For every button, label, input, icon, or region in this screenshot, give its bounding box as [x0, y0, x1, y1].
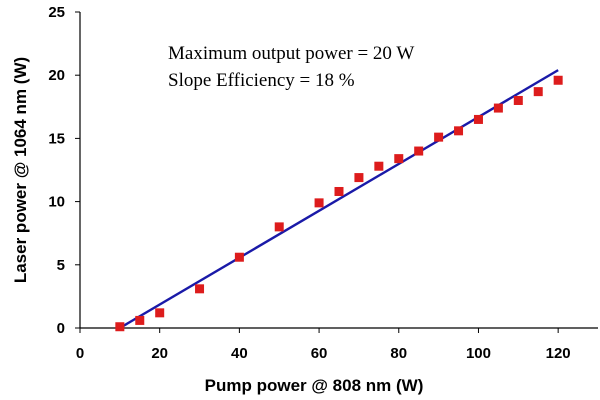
data-marks [115, 69, 563, 332]
y-tick-label: 15 [48, 130, 65, 147]
data-point [533, 87, 543, 97]
data-point [334, 186, 344, 196]
data-point [135, 315, 145, 325]
x-tick-label: 120 [546, 345, 571, 362]
y-tick-label: 10 [48, 194, 65, 211]
x-tick-label: 20 [151, 345, 168, 362]
data-point [394, 154, 404, 164]
x-tick-label: 100 [466, 345, 491, 362]
data-point [374, 161, 384, 171]
x-tick-label: 0 [76, 345, 84, 362]
y-tick-label: 0 [57, 320, 65, 337]
axes [79, 12, 598, 329]
fit-line [119, 69, 559, 330]
annotation-slope-efficiency: Slope Efficiency = 18 % [168, 70, 355, 91]
data-point [234, 252, 244, 262]
ticks: 0 20 40 60 80 100 120 0 5 10 15 20 25 [48, 4, 570, 362]
data-point [314, 198, 324, 208]
annotation-max-power: Maximum output power = 20 W [168, 43, 414, 64]
data-point [155, 308, 165, 318]
data-point [434, 132, 444, 142]
data-point [274, 222, 284, 232]
x-tick-label: 40 [231, 345, 248, 362]
data-point [414, 146, 424, 156]
x-axis-label: Pump power @ 808 nm (W) [205, 376, 424, 395]
y-tick-label: 25 [48, 4, 65, 21]
data-point [553, 75, 563, 85]
x-tick-label: 80 [390, 345, 407, 362]
data-point [354, 173, 364, 183]
y-tick-label: 5 [57, 257, 65, 274]
y-tick-label: 20 [48, 67, 65, 84]
x-tick-label: 60 [311, 345, 328, 362]
y-axis-label: Laser power @ 1064 nm (W) [11, 57, 30, 283]
data-point [473, 114, 483, 124]
data-point [454, 126, 464, 136]
data-point [195, 284, 205, 294]
data-point [513, 95, 523, 105]
data-point [493, 103, 503, 113]
data-point [115, 322, 125, 332]
